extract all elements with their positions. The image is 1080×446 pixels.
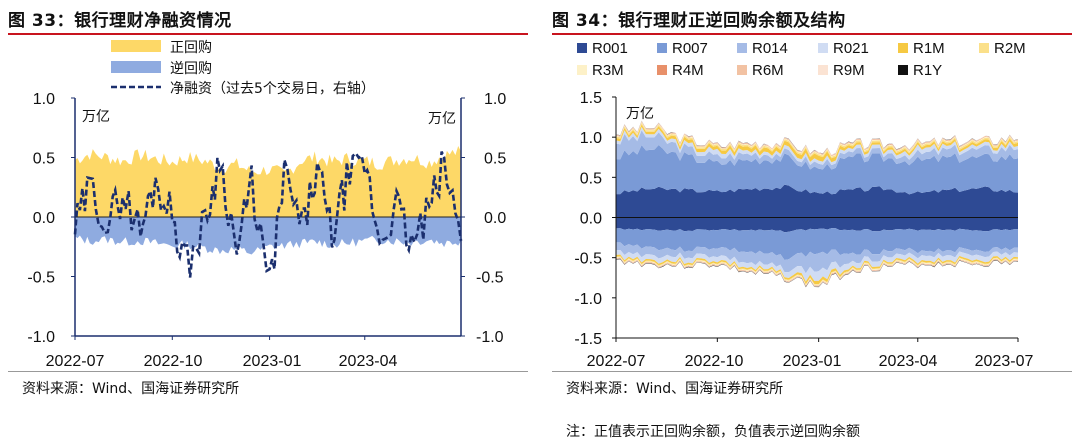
legend-swatch-r6m	[737, 65, 747, 75]
x-tick-label: 2023-01	[243, 353, 302, 370]
x-tick-label: 2023-04	[879, 353, 938, 370]
legend-label-r3m: R3M	[592, 62, 624, 79]
y-tick-label-left: 1.0	[33, 91, 55, 108]
note-text: 注：正值表示正回购余额，负值表示逆回购余额	[566, 424, 860, 440]
chart-panel-net-financing: 图 33：银行理财净融资情况 1.0 0.5 0.0 -0.5 -1.0 1.0 0.5 0.…	[0, 0, 536, 446]
legend-label-reverse-repo: 逆回购	[170, 61, 212, 77]
y-tick-label-left: -0.5	[27, 270, 55, 287]
y-tick-label: 1.0	[580, 130, 602, 147]
y-tick-label-left: -1.0	[27, 329, 55, 346]
series-area-reverse-repo	[75, 217, 461, 255]
series-line-net-financing	[73, 151, 463, 278]
unit-label: 万亿	[626, 106, 654, 122]
legend-label-repo: 正回购	[170, 40, 212, 56]
chart-panel-repo-structure: 图 34：银行理财正逆回购余额及结构 1.5 1.0 0.5 0.0 -0.5 -1.0 -…	[544, 0, 1080, 446]
series-area-r007-negative	[616, 228, 1018, 260]
title-rule	[8, 33, 528, 35]
legend-swatch-r007	[657, 43, 667, 53]
legend-label-r6m: R6M	[752, 62, 784, 79]
legend-label-net-financing: 净融资（过去5个交易日，右轴）	[170, 80, 375, 97]
y-tick-label-left: 0.5	[33, 151, 55, 168]
legend-label-r021: R021	[833, 40, 869, 57]
legend-swatch-r021	[818, 43, 828, 53]
y-tick-label: 1.5	[580, 90, 602, 107]
legend-swatch-r4m	[657, 65, 667, 75]
series-area-repo	[75, 146, 461, 217]
y-tick-label-left: 0.0	[33, 210, 55, 227]
unit-label-left: 万亿	[82, 109, 110, 125]
legend-label-r4m: R4M	[672, 62, 704, 79]
y-tick-label-right: 1.0	[484, 91, 506, 108]
series-area-r021-negative	[616, 250, 1018, 282]
legend-label-r9m: R9M	[833, 62, 865, 79]
series-area-r014-positive	[616, 130, 1018, 170]
y-tick-label: -1.0	[574, 291, 602, 308]
source-rule	[552, 371, 1072, 372]
x-tick-label: 2023-04	[339, 353, 398, 370]
source-text: 资料来源：Wind、国海证券研究所	[22, 381, 240, 397]
y-tick-label: -1.5	[574, 331, 602, 348]
series-area-r001-negative	[616, 217, 1018, 233]
x-tick-label: 2023-01	[783, 353, 842, 370]
x-tick-label: 2022-07	[587, 353, 646, 370]
legend-swatch-r1y	[898, 65, 908, 75]
net-financing-chart: 1.0 0.5 0.0 -0.5 -1.0 1.0 0.5 0.0 -0.5 -1.0 2022-0…	[27, 40, 506, 370]
legend-label-r2m: R2M	[994, 40, 1026, 57]
legend-label-r1y: R1Y	[913, 62, 942, 79]
series-area-r001-positive	[616, 184, 1018, 218]
legend-swatch-repo	[111, 40, 161, 52]
unit-label-right: 万亿	[428, 111, 456, 127]
series-area-r014-negative	[616, 242, 1018, 274]
y-tick-label: 0.5	[580, 170, 602, 187]
legend-label-r014: R014	[752, 40, 788, 57]
y-tick-label-right: 0.5	[484, 151, 506, 168]
series-area-r007-positive	[616, 145, 1018, 195]
legend-label-r007: R007	[672, 40, 708, 57]
legend-swatch-r3m	[577, 65, 587, 75]
x-tick-label: 2022-07	[46, 353, 105, 370]
legend-swatch-r001	[577, 43, 587, 53]
source-text: 资料来源：Wind、国海证券研究所	[566, 381, 784, 397]
legend-swatch-r9m	[818, 65, 828, 75]
legend-label-r1m: R1M	[913, 40, 945, 57]
y-tick-label-right: -0.5	[476, 270, 504, 287]
x-tick-label: 2023-07	[975, 353, 1034, 370]
title-rule	[552, 33, 1072, 35]
repo-structure-chart: 1.5 1.0 0.5 0.0 -0.5 -1.0 -1.5 2022-07 2022-10 20…	[574, 40, 1034, 370]
y-tick-label-right: 0.0	[484, 210, 506, 227]
y-tick-label: -0.5	[574, 251, 602, 268]
y-tick-label-right: -1.0	[476, 329, 504, 346]
y-tick-label: 0.0	[580, 211, 602, 228]
legend-swatch-reverse-repo	[111, 61, 161, 73]
chart-title: 图 33：银行理财净融资情况	[8, 11, 232, 31]
chart-title: 图 34：银行理财正逆回购余额及结构	[552, 11, 846, 31]
legend-swatch-r2m	[979, 43, 989, 53]
source-rule	[8, 371, 528, 372]
x-tick-label: 2022-10	[685, 353, 744, 370]
x-tick-label: 2022-10	[144, 353, 203, 370]
legend-swatch-r014	[737, 43, 747, 53]
legend-swatch-r1m	[898, 43, 908, 53]
legend-label-r001: R001	[592, 40, 628, 57]
